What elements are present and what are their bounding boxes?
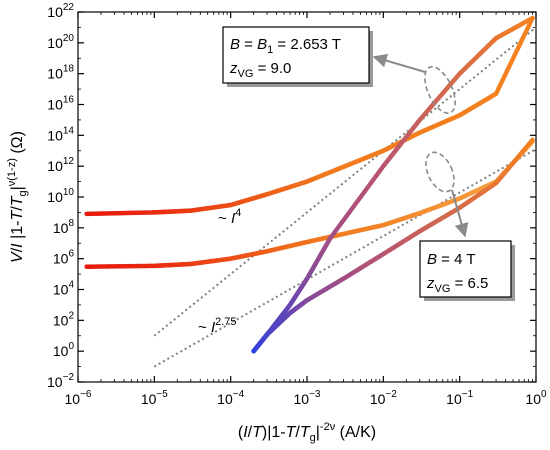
- x-tick-label: 10−3: [294, 389, 321, 407]
- series-b4-lower: [251, 137, 535, 354]
- x-tick-label: 10−4: [217, 389, 244, 407]
- x-tick-label: 10−5: [141, 389, 168, 407]
- region-ellipse-b1: [424, 65, 456, 115]
- x-tick-label: 10−6: [65, 389, 92, 407]
- axis-ticks: [77, 11, 537, 383]
- y-tick-label: 102: [53, 310, 75, 328]
- guide-label-i275: ~ I2.75: [198, 316, 237, 336]
- annotation-b1-line1: B = B1 = 2.653 T: [230, 36, 341, 56]
- arrow-b1: [372, 53, 426, 73]
- guide-label-i4: ~ I4: [218, 207, 241, 227]
- y-tick-label: 1020: [47, 33, 74, 51]
- series-b4-upper: [84, 139, 535, 270]
- x-tick-label: 10−2: [370, 389, 397, 407]
- y-tick-label: 1012: [47, 156, 74, 174]
- y-tick-label: 106: [53, 249, 75, 267]
- guide-line-i275: [153, 148, 537, 368]
- x-tick-labels: 10−6 10−5 10−4 10−3 10−2 10−1 100: [65, 389, 548, 407]
- y-tick-label: 104: [53, 280, 75, 298]
- annotation-b4-line1: B = 4 T: [427, 251, 476, 268]
- annotation-b4-line2: zVG = 6.5: [426, 275, 488, 295]
- arrow-b4: [451, 189, 469, 238]
- x-axis-label: (I/T)|1-T/Tg|-2ν (A/K): [238, 421, 376, 444]
- y-tick-label: 1016: [47, 95, 74, 113]
- y-tick-label: 10−2: [47, 372, 74, 390]
- series-b1-lower: [251, 15, 535, 354]
- guide-line-i4: [153, 26, 537, 337]
- y-tick-label: 1018: [47, 64, 74, 82]
- region-ellipse-b4: [425, 151, 455, 193]
- y-tick-label: 1014: [47, 125, 74, 143]
- guide-lines: [153, 26, 537, 368]
- x-tick-label: 100: [525, 389, 547, 407]
- y-tick-label: 1022: [47, 2, 74, 20]
- y-tick-label: 108: [53, 218, 75, 236]
- annotation-box-b1: B = B1 = 2.653 T zVG = 9.0: [222, 26, 373, 87]
- y-tick-labels: 10−2 100 102 104 106 108 1010 1012 1014 1016 1018 1…: [47, 2, 74, 390]
- y-axis-label: V/I |1-T/Tg|ν(1-z) (Ω): [6, 131, 29, 263]
- data-series: [84, 15, 535, 354]
- data-point: [530, 15, 535, 21]
- annotation-box-b4: B = 4 T zVG = 6.5: [419, 240, 515, 301]
- data-point: [530, 137, 535, 143]
- annotation-b1-line2: zVG = 9.0: [229, 60, 291, 80]
- y-tick-label: 1010: [47, 187, 74, 205]
- x-tick-label: 10−1: [446, 389, 473, 407]
- y-tick-label: 100: [53, 341, 75, 359]
